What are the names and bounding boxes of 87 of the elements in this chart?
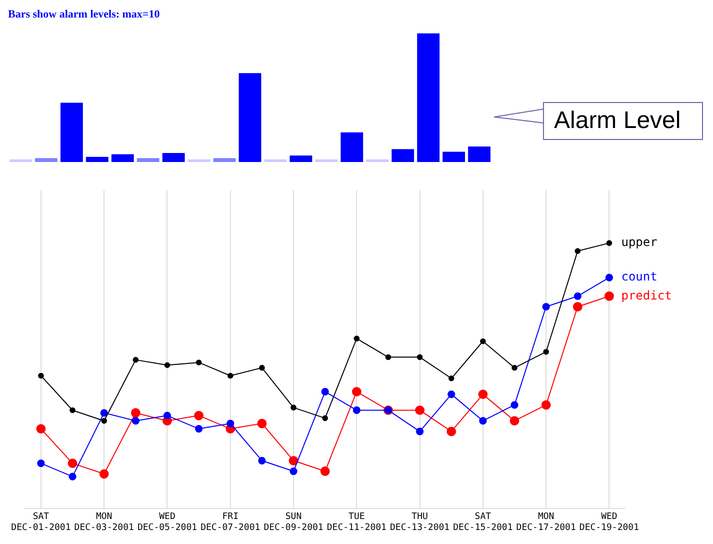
point [101,418,107,424]
point [290,467,298,476]
point [479,417,487,425]
x-tick-label: FRI DEC-07-2001 [200,512,260,533]
point [132,417,140,425]
point [257,418,267,428]
point [227,372,234,379]
point [480,338,486,344]
x-tick-label: THU DEC-13-2001 [390,512,450,533]
point [37,459,45,468]
point [36,424,46,434]
point [352,406,360,414]
bar [442,152,465,162]
x-tick-label: MON DEC-03-2001 [74,512,134,533]
bar [340,132,364,162]
point [132,356,139,363]
bar [10,159,32,162]
bar [366,159,389,162]
point [195,425,203,433]
point [68,472,76,480]
bar [136,158,160,162]
x-tick-label: SAT DEC-15-2001 [453,512,513,533]
point [512,364,518,371]
point [38,372,44,379]
bar [111,154,134,162]
bar [188,159,210,162]
bar [264,159,287,162]
bar [315,159,338,162]
bar [238,73,262,162]
point [352,386,362,396]
point [288,456,298,466]
text: Alarm Level [554,107,681,135]
bar [417,33,440,162]
bar [86,156,108,162]
point [258,456,266,464]
point [259,364,265,371]
point [290,404,296,410]
point [446,426,456,436]
x-tick-label: TUE DEC-11-2001 [326,512,386,533]
x-tick-label: SUN DEC-09-2001 [264,512,324,533]
point [572,302,582,312]
point [70,407,76,414]
x-tick-label: SAT DEC-01-2001 [11,512,71,533]
point [604,291,614,301]
point [100,409,108,417]
point [543,348,549,355]
bar [392,149,414,162]
bar [290,156,312,162]
point [478,390,488,400]
point [68,458,78,468]
point [510,416,520,426]
point [99,469,109,479]
point [196,360,202,366]
point [164,362,170,368]
point [574,292,582,300]
point [385,354,392,360]
point [163,412,172,420]
point [226,420,234,428]
point [542,302,550,311]
x-tick-label: MON DEC-17-2001 [516,512,576,533]
point [416,428,424,436]
bar [35,158,58,162]
point [415,406,424,415]
bar [162,152,185,162]
point [605,274,614,282]
bar [60,102,83,162]
series-label: upper [621,235,658,250]
series-label: predict [621,288,672,302]
point [194,410,204,420]
point [448,390,456,398]
point [448,375,454,382]
series-label: count [621,270,658,284]
point [130,408,140,418]
point [416,354,423,360]
point [321,388,329,396]
bar [468,146,490,162]
x-tick-label: WED DEC-19-2001 [579,512,640,533]
point [510,401,518,409]
point [320,466,330,476]
bar [213,158,236,162]
point [354,336,360,342]
chart-title: Bars show alarm levels: max=10 [8,8,160,20]
point [606,240,612,246]
x-tick-label: WED DEC-05-2001 [137,512,198,533]
point [574,248,581,254]
point [322,415,328,422]
point [541,400,551,410]
